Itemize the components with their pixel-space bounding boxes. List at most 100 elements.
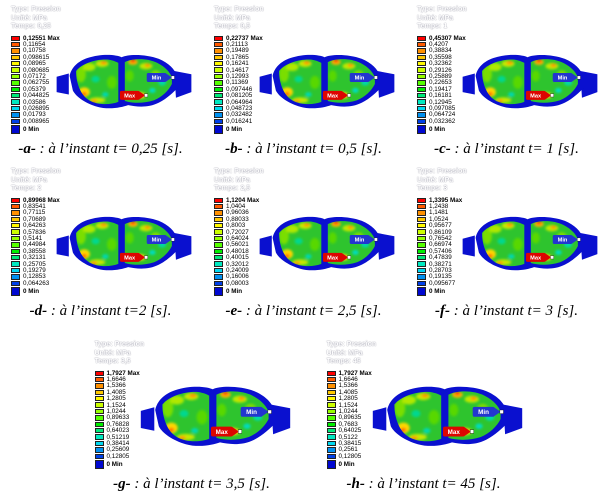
pressure-legend: 1,7927 Max 1,6646 1,5366 1,4085 1,2805 1,1524… (94, 370, 140, 469)
legend-value: 0,095677 (429, 279, 456, 287)
brake-pad-contour-plot: Max Min (56, 54, 192, 109)
result-unit-label: Unité: MPa (11, 176, 48, 184)
legend-color-chip (417, 61, 426, 67)
legend-value: 1,7927 Max (338, 369, 372, 377)
legend-color-chip (417, 210, 426, 216)
legend-row: 0,22653 (417, 79, 466, 86)
legend-color-chip (326, 370, 336, 376)
legend-value: 0,16006 (226, 273, 249, 281)
legend-color-chip (11, 267, 20, 274)
legend-value: 0,38558 (23, 247, 46, 255)
legend-row: 0,24009 (214, 267, 259, 274)
max-tag-label: Max (215, 429, 228, 436)
legend-color-chip (417, 197, 426, 203)
legend-row: 0,86109 (417, 229, 462, 236)
legend-value: 0,07172 (23, 73, 46, 81)
min-tag-label: Min (152, 76, 162, 82)
legend-row: 0,19417 (417, 86, 466, 93)
legend-color-chip (326, 396, 336, 402)
legend-value: 0 Min (23, 125, 40, 133)
brake-pad-contour-plot: Max Min (140, 386, 290, 446)
legend-value: 0,2561 (338, 446, 358, 454)
legend-value: 0,89635 (338, 414, 362, 422)
legend-color-chip (214, 286, 223, 296)
result-header: Type: Pression Unité: MPa Temps: 2 (11, 168, 61, 194)
legend-row: 0,064263 (11, 279, 60, 287)
legend-color-chip (94, 459, 104, 469)
legend-value: 0,38271 (429, 260, 452, 268)
legend-color-chip (11, 242, 20, 248)
legend-color-chip (214, 223, 223, 229)
legend-row: 0,32362 (417, 60, 466, 67)
legend-row: 0 Min (94, 459, 140, 469)
legend-row: 0,57406 (417, 247, 462, 255)
min-tag-label: Min (246, 409, 257, 416)
legend-row: 0,47839 (417, 254, 462, 262)
legend-row: 1,6646 (94, 376, 140, 383)
legend-row: 0,38414 (94, 440, 140, 447)
legend-value: 0,064263 (23, 279, 50, 287)
legend-color-chip (214, 86, 223, 93)
legend-color-chip (326, 447, 336, 453)
legend-value: 0,062755 (23, 79, 50, 87)
legend-value: 1,0244 (106, 408, 126, 416)
legend-value: 0,47839 (429, 254, 452, 262)
legend-row: 0,097446 (214, 86, 263, 93)
legend-value: 0,56021 (226, 241, 249, 249)
legend-value: 0,12805 (338, 452, 362, 460)
legend-row: 0,56021 (214, 241, 259, 249)
legend-value: 0,8003 (226, 222, 246, 230)
result-time-label: Temps: 0,5 (214, 23, 251, 30)
caption-label: -b- (225, 141, 243, 157)
legend-row: 0,38271 (417, 260, 462, 268)
pressure-legend: 0,12551 Max 0,11654 0,10758 0,098615 0,08965… (11, 35, 60, 134)
legend-row: 0,10758 (11, 47, 60, 54)
legend-value: 0,45307 Max (429, 34, 466, 42)
legend-value: 0,25889 (429, 73, 452, 81)
legend-color-chip (214, 267, 223, 274)
min-tag: Min (349, 235, 378, 244)
legend-value: 0,008965 (23, 117, 50, 125)
legend-value: 0,35598 (429, 53, 452, 61)
legend-value: 1,0404 (226, 203, 246, 211)
legend-row: 0,89633 (94, 414, 140, 421)
result-header: Type: Pression Unité: MPa Temps: 2,5 (214, 168, 264, 194)
result-header: Type: Pression Unité: MPa Temps: 0,25 (11, 6, 61, 32)
legend-color-chip (214, 35, 223, 41)
brake-pad-contour-plot: Max Min (259, 216, 395, 271)
legend-color-chip (214, 274, 223, 280)
legend-row: 0,026895 (11, 105, 60, 112)
legend-row: 0,83541 (11, 203, 60, 210)
legend-color-chip (11, 261, 20, 267)
legend-value: 0,96036 (226, 209, 249, 217)
legend-value: 0,64263 (23, 222, 46, 230)
ansys-panel: Type: Pression Unité: MPa Temps: 3,5 1,7… (91, 339, 293, 497)
legend-row: 0,70689 (11, 216, 60, 223)
legend-row: 1,4085 (326, 389, 372, 396)
legend-color-chip (326, 459, 336, 469)
legend-value: 0,44984 (23, 241, 46, 249)
legend-color-chip (214, 203, 223, 210)
caption-text: : à l’instant t=2 [s]. (47, 303, 172, 319)
max-tag-label: Max (327, 255, 339, 261)
legend-value: 0 Min (429, 287, 446, 295)
max-tag: Max (525, 90, 554, 100)
contour-viewport: Type: Pression Unité: MPa Temps: 2 0,899… (7, 166, 194, 300)
result-unit-label: Unité: MPa (214, 176, 251, 184)
legend-value: 0 Min (106, 460, 123, 468)
max-tag-label: Max (124, 255, 136, 261)
legend-row: 0,12945 (417, 99, 466, 106)
legend-color-chip (11, 197, 20, 203)
legend-row: 0,12993 (214, 73, 263, 80)
legend-value: 0,12551 Max (23, 34, 60, 42)
min-tag: Min (552, 73, 581, 82)
legend-value: 1,3395 Max (429, 196, 463, 204)
legend-value: 0,57406 (429, 247, 452, 255)
legend-color-chip (417, 261, 426, 267)
legend-color-chip (94, 453, 104, 459)
legend-value: 0,4207 (429, 41, 449, 49)
legend-row: 0,5122 (326, 434, 372, 441)
legend-color-chip (214, 248, 223, 255)
legend-color-chip (214, 280, 223, 286)
legend-row: 0,25705 (11, 261, 60, 268)
